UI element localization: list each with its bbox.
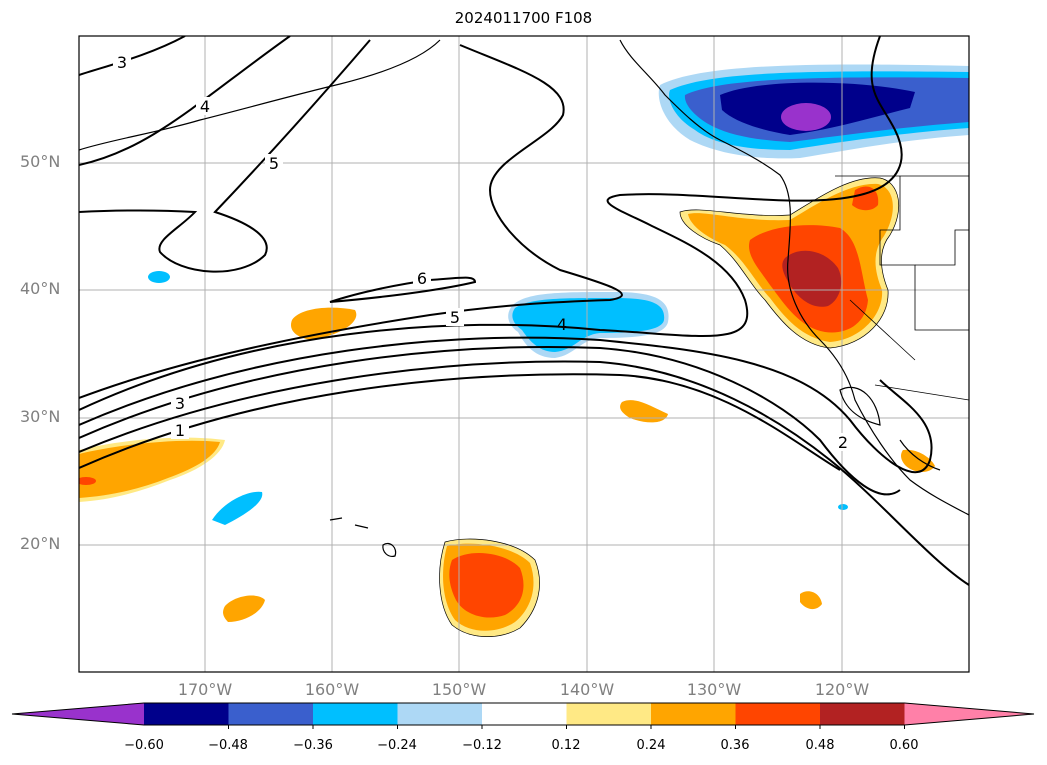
colorbar-segment [313, 703, 398, 725]
contour-5-center [79, 44, 623, 399]
contour-1 [79, 373, 841, 471]
positive-anomaly-central-east [620, 400, 668, 423]
colorbar-segment [651, 703, 736, 725]
lon-label-130w: 130°W [686, 680, 742, 699]
contour-2-east [79, 360, 969, 586]
positive-anomaly-subtropical-west-core [79, 440, 220, 498]
colorbar-segment [820, 703, 905, 725]
lat-label-20n: 20°N [20, 534, 61, 553]
colorbar-tick-label: 0.36 [720, 738, 750, 753]
positive-anomaly-westcoast-max [782, 250, 842, 307]
colorbar-segment [144, 703, 229, 725]
negative-anomaly-min-north [781, 103, 831, 131]
colorbar [11, 702, 1035, 729]
colorbar-segment [228, 703, 314, 725]
map-title: 2024011700 F108 [454, 9, 593, 27]
contour-4-northwest [79, 36, 291, 166]
lon-label-170w: 170°W [177, 680, 233, 699]
contour-3-east [79, 346, 901, 496]
colorbar-tick-label: −0.60 [124, 738, 164, 753]
contour-3-northwest [79, 36, 186, 76]
colorbar-segment [397, 703, 483, 725]
colorbar-segment [735, 703, 821, 725]
colorbar-segment [566, 703, 652, 725]
colorbar-outline [11, 702, 1035, 726]
lon-label-150w: 150°W [431, 680, 487, 699]
thin-contours [439, 177, 899, 637]
lon-label-140w: 140°W [559, 680, 615, 699]
colorbar-extend-max [904, 703, 1034, 725]
positive-anomaly-central-west [290, 307, 357, 340]
contour-label: 6 [417, 269, 427, 288]
colorbar-tick-label: −0.24 [377, 738, 417, 753]
contour-label: 3 [117, 53, 127, 72]
contour-labels: 3 4 5 6 5 4 3 1 2 [113, 53, 852, 452]
negative-anomaly-small-west [148, 271, 170, 283]
map-frame [78, 35, 970, 673]
lat-label-30n: 30°N [20, 407, 61, 426]
colorbar-tick-label: −0.12 [462, 738, 502, 753]
political-borders [835, 175, 969, 401]
contour-label: 4 [200, 97, 210, 116]
contour-label: 1 [175, 421, 185, 440]
contour-4-east [79, 336, 933, 474]
colorbar-tick-label: 0.12 [551, 738, 581, 753]
positive-anomaly-hawaii-core [449, 553, 524, 618]
lat-label-40n: 40°N [20, 279, 61, 298]
contour-label: 2 [838, 433, 848, 452]
lat-label-50n: 50°N [20, 152, 61, 171]
colorbar-tick-label: 0.60 [889, 738, 919, 753]
positive-anomaly-subtropical-west-max [79, 477, 96, 485]
positive-anomaly-small-east [800, 591, 822, 610]
lon-label-120w: 120°W [814, 680, 870, 699]
contour-5-east [79, 36, 903, 411]
coastlines [79, 39, 969, 557]
colorbar-tick-label: 0.24 [636, 738, 666, 753]
contour-label: 5 [269, 154, 279, 173]
negative-anomaly-small-southwest [212, 491, 263, 525]
colorbar-tick-label: −0.36 [293, 738, 333, 753]
contour-label: 3 [175, 394, 185, 413]
colorbar-extend-min [12, 703, 144, 725]
contour-lines [79, 36, 969, 586]
colorbar-tick-label: −0.48 [208, 738, 248, 753]
lon-label-160w: 160°W [304, 680, 360, 699]
colorbar-tick-label: 0.48 [805, 738, 835, 753]
negative-anomaly-small-east [838, 504, 848, 510]
contour-5-northwest [79, 39, 371, 273]
contour-6 [329, 276, 477, 303]
positive-anomaly-small-southwest [223, 595, 265, 622]
colorbar-segment [482, 703, 567, 725]
contour-label: 4 [557, 315, 567, 334]
contour-label: 5 [450, 308, 460, 327]
